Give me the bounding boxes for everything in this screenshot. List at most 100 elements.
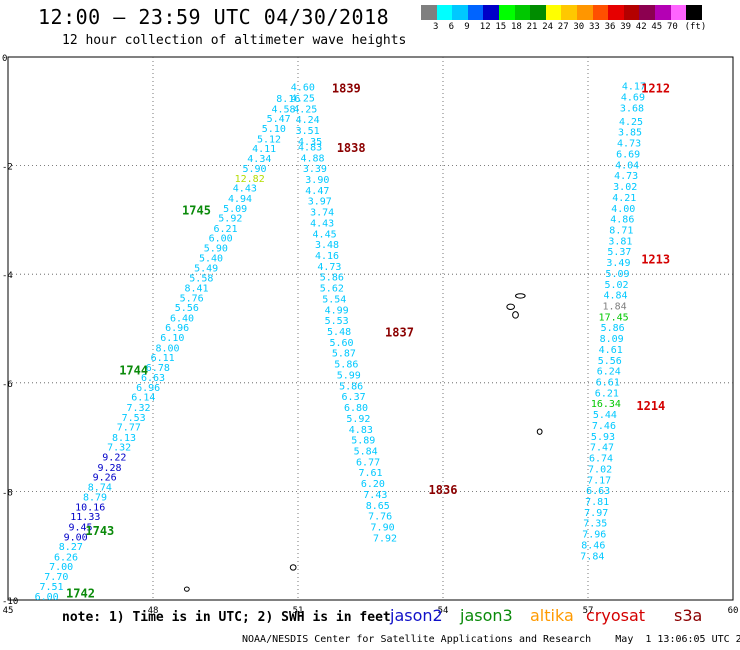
wave-height-value: 5.60 (329, 338, 353, 349)
pass-time-label: 1212 (641, 81, 670, 95)
wave-height-value: 5.62 (320, 284, 344, 295)
color-swatch (498, 5, 515, 20)
color-scale-label: 9 (464, 22, 470, 32)
color-scale-label: 33 (589, 22, 600, 32)
footnote: note: 1) Time is in UTC; 2) SWH is in fe… (62, 610, 391, 625)
color-swatch (576, 5, 593, 20)
island (506, 303, 516, 310)
wave-height-value: 5.86 (320, 273, 344, 284)
map-subtitle: 12 hour collection of altimeter wave hei… (62, 33, 407, 48)
wave-height-value: 5.84 (354, 446, 378, 457)
color-swatch (561, 5, 577, 20)
wave-height-value: 11.33 (70, 512, 100, 523)
wave-height-value: 5.87 (332, 349, 356, 360)
wave-height-value: 8.65 (366, 501, 390, 512)
wave-height-value: 4.73 (317, 262, 341, 273)
color-swatch (467, 5, 484, 20)
wave-height-value: 6.78 (146, 363, 170, 374)
wave-height-value: 4.88 (300, 153, 324, 164)
wave-height-value: 5.92 (346, 414, 370, 425)
legend-cryosat: cryosat (586, 606, 646, 625)
pass-time-label: 1839 (332, 81, 361, 95)
wave-height-value: 6.80 (344, 403, 368, 414)
wave-height-value: 7.70 (44, 572, 68, 583)
wave-height-value: 4.25 (293, 104, 317, 115)
wave-height-value: 6.74 (589, 454, 613, 465)
wave-height-value: 9.22 (102, 452, 126, 463)
wave-height-value: 4.73 (617, 139, 641, 150)
color-swatch (514, 5, 531, 20)
wave-height-value: 6.63 (586, 486, 610, 497)
wave-height-value: 8.00 (155, 343, 179, 354)
wave-height-value: 8.41 (184, 284, 208, 295)
color-swatch (436, 5, 453, 20)
color-swatch (530, 5, 546, 20)
pass-time-label: 1743 (85, 524, 114, 538)
wave-height-value: 6.24 (597, 367, 621, 378)
wave-height-value: 4.45 (313, 229, 337, 240)
wave-height-value: 5.53 (325, 316, 349, 327)
wave-height-value: 8.74 (88, 482, 112, 493)
wave-height-value: 7.35 (583, 519, 607, 530)
wave-height-value: 5.76 (180, 293, 204, 304)
wave-height-value: 4.16 (315, 251, 339, 262)
wave-height-value: 4.83 (298, 142, 322, 153)
wave-height-value: 5.92 (218, 214, 242, 225)
color-scale-label: 3 (433, 22, 439, 32)
lon-tick-label: 48 (148, 606, 159, 616)
wave-height-value: 6.00 (35, 592, 59, 603)
wave-height-value: 7.53 (122, 413, 146, 424)
wave-height-value: 7.97 (584, 508, 608, 519)
wave-height-value: 4.99 (325, 305, 349, 316)
wave-height-value: 17.45 (599, 312, 629, 323)
wave-height-value: 9.45 (68, 522, 92, 533)
wave-height-value: 7.76 (368, 512, 392, 523)
legend-jason3: jason3 (460, 606, 513, 625)
wave-height-value: 4.43 (310, 218, 334, 229)
pass-time-label: 1836 (429, 483, 458, 497)
wave-height-value: 7.17 (587, 475, 611, 486)
wave-height-value: 6.21 (595, 388, 619, 399)
wave-height-value: 7.96 (582, 530, 606, 541)
wave-height-value: 4.21 (612, 193, 636, 204)
wave-height-value: 5.02 (604, 280, 628, 291)
color-scale-label: 21 (526, 22, 538, 32)
wave-height-value: 6.21 (213, 224, 237, 235)
wave-height-value: 5.58 (189, 273, 213, 284)
wave-height-value: 6.00 (209, 234, 233, 245)
color-scale-label: 12 (479, 22, 491, 32)
island (515, 293, 526, 299)
island (289, 564, 297, 571)
wave-height-value: 6.96 (136, 383, 160, 394)
wave-height-value: 5.09 (605, 269, 629, 280)
wave-height-value: 8.13 (112, 433, 136, 444)
wave-height-value: 5.86 (334, 360, 358, 371)
wave-height-value: 5.44 (593, 410, 617, 421)
wave-height-value: 5.86 (601, 323, 625, 334)
wave-height-value: 7.92 (373, 533, 397, 544)
wave-height-value: 8.71 (609, 225, 633, 236)
pass-time-label: 1742 (66, 586, 95, 600)
color-swatch (592, 5, 609, 20)
island (512, 311, 519, 319)
wave-height-value: 5.49 (194, 263, 218, 274)
wave-height-value: 6.63 (141, 373, 165, 384)
wave-height-value: 5.56 (175, 303, 199, 314)
wave-height-value: 7.00 (49, 562, 73, 573)
wave-height-value: 5.86 (339, 381, 363, 392)
wave-height-value: 7.84 (580, 551, 604, 562)
wave-height-value: 5.12 (257, 134, 281, 145)
wave-height-value: 5.40 (199, 254, 223, 265)
wave-height-value: 4.73 (614, 171, 638, 182)
color-scale-label: 39 (620, 22, 632, 32)
pass-time-label: 1838 (337, 141, 366, 155)
wave-height-value: 5.37 (607, 247, 631, 258)
color-scale-label: 18 (511, 22, 522, 32)
wave-height-value: 3.02 (613, 182, 637, 193)
pass-time-label: 1745 (182, 203, 211, 217)
wave-height-value: 4.94 (228, 194, 252, 205)
wave-height-value: 7.47 (590, 443, 614, 454)
wave-height-value: 7.43 (363, 490, 387, 501)
wave-height-value: 3.39 (303, 164, 327, 175)
wave-height-value: 9.00 (64, 532, 88, 543)
